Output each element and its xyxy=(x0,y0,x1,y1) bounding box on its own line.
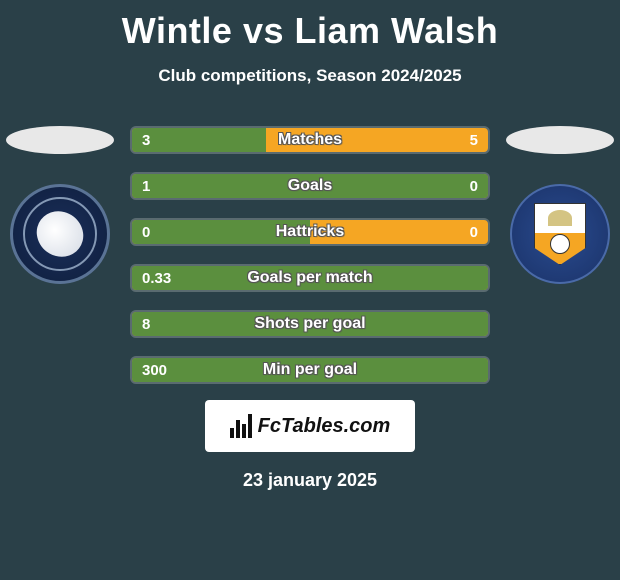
millwall-crest-icon xyxy=(10,184,110,284)
stat-label: Hattricks xyxy=(132,220,488,244)
stat-bar: 1Goals0 xyxy=(130,172,490,200)
right-team-crest xyxy=(510,184,610,284)
comparison-panel: 3Matches51Goals00Hattricks00.33Goals per… xyxy=(0,126,620,384)
stat-bar: 300Min per goal xyxy=(130,356,490,384)
stat-bar: 3Matches5 xyxy=(130,126,490,154)
luton-crest-icon xyxy=(510,184,610,284)
luton-hat-icon xyxy=(548,210,572,226)
football-icon xyxy=(550,234,570,254)
lion-icon xyxy=(34,208,86,260)
page-subtitle: Club competitions, Season 2024/2025 xyxy=(0,66,620,86)
left-team-column xyxy=(0,126,120,284)
stat-bars: 3Matches51Goals00Hattricks00.33Goals per… xyxy=(130,126,490,384)
bar-chart-icon xyxy=(230,414,252,438)
stat-label: Shots per goal xyxy=(132,312,488,336)
branding-badge: FcTables.com xyxy=(205,400,415,452)
stat-value-right: 5 xyxy=(470,128,478,152)
stat-bar: 0.33Goals per match xyxy=(130,264,490,292)
branding-text: FcTables.com xyxy=(258,415,391,438)
stat-bar: 0Hattricks0 xyxy=(130,218,490,246)
right-team-column xyxy=(500,126,620,284)
stat-value-right: 0 xyxy=(470,220,478,244)
stat-label: Min per goal xyxy=(132,358,488,382)
millwall-ring-icon xyxy=(23,197,97,271)
stat-bar: 8Shots per goal xyxy=(130,310,490,338)
page-title: Wintle vs Liam Walsh xyxy=(0,0,620,52)
stat-label: Goals xyxy=(132,174,488,198)
stat-label: Goals per match xyxy=(132,266,488,290)
left-team-crest xyxy=(10,184,110,284)
stat-value-right: 0 xyxy=(470,174,478,198)
left-shadow-ellipse xyxy=(6,126,114,154)
luton-shield-icon xyxy=(534,203,586,265)
stat-label: Matches xyxy=(132,128,488,152)
right-shadow-ellipse xyxy=(506,126,614,154)
footer-date: 23 january 2025 xyxy=(0,470,620,491)
